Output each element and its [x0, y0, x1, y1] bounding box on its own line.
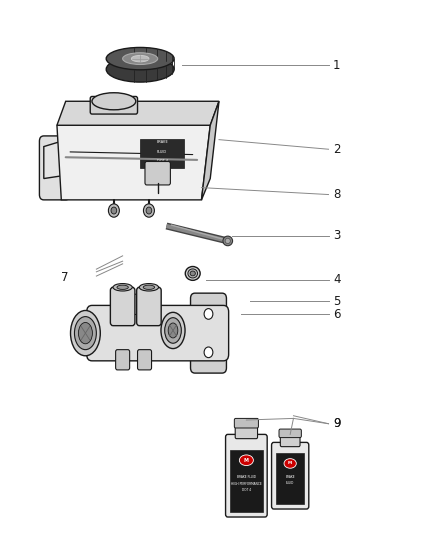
- FancyBboxPatch shape: [191, 293, 226, 373]
- Text: M: M: [288, 462, 292, 465]
- Text: 3: 3: [333, 229, 340, 242]
- Text: M: M: [244, 458, 249, 463]
- FancyBboxPatch shape: [279, 429, 301, 438]
- Ellipse shape: [168, 323, 178, 338]
- Ellipse shape: [204, 347, 213, 358]
- FancyBboxPatch shape: [112, 294, 160, 314]
- Ellipse shape: [188, 269, 198, 278]
- FancyBboxPatch shape: [137, 287, 161, 326]
- Ellipse shape: [139, 284, 159, 291]
- Text: 8: 8: [333, 188, 340, 201]
- Ellipse shape: [131, 55, 149, 62]
- FancyBboxPatch shape: [110, 287, 135, 326]
- FancyBboxPatch shape: [234, 418, 258, 428]
- Ellipse shape: [225, 238, 230, 244]
- Ellipse shape: [117, 285, 128, 289]
- Text: 1: 1: [333, 59, 340, 71]
- FancyBboxPatch shape: [138, 350, 152, 370]
- Ellipse shape: [92, 93, 136, 110]
- FancyBboxPatch shape: [235, 424, 258, 439]
- FancyBboxPatch shape: [145, 161, 170, 185]
- Ellipse shape: [109, 204, 119, 217]
- Polygon shape: [201, 101, 219, 200]
- FancyBboxPatch shape: [116, 350, 130, 370]
- Ellipse shape: [185, 266, 200, 280]
- Text: HIGH PERFORMANCE: HIGH PERFORMANCE: [231, 482, 262, 486]
- Polygon shape: [57, 125, 210, 200]
- Ellipse shape: [71, 310, 100, 356]
- FancyBboxPatch shape: [280, 434, 300, 447]
- Ellipse shape: [111, 207, 117, 214]
- FancyBboxPatch shape: [90, 96, 138, 114]
- Polygon shape: [57, 101, 219, 125]
- FancyBboxPatch shape: [87, 305, 229, 361]
- Text: 6: 6: [333, 308, 340, 321]
- Ellipse shape: [239, 455, 253, 466]
- Text: 5: 5: [333, 295, 340, 308]
- FancyBboxPatch shape: [226, 434, 267, 517]
- Text: BRAKE: BRAKE: [156, 140, 168, 144]
- FancyBboxPatch shape: [39, 136, 70, 200]
- Ellipse shape: [106, 56, 174, 82]
- Ellipse shape: [190, 271, 195, 276]
- FancyBboxPatch shape: [276, 454, 304, 504]
- Text: 4: 4: [333, 273, 340, 286]
- FancyBboxPatch shape: [272, 442, 309, 509]
- Ellipse shape: [146, 207, 152, 214]
- Ellipse shape: [165, 318, 181, 343]
- Text: 7: 7: [61, 271, 69, 284]
- Text: 9: 9: [333, 417, 340, 430]
- Text: FLUID: FLUID: [157, 150, 167, 154]
- Text: FLUID: FLUID: [286, 481, 294, 485]
- Ellipse shape: [143, 204, 154, 217]
- Ellipse shape: [113, 284, 132, 291]
- Ellipse shape: [106, 47, 174, 70]
- Ellipse shape: [223, 236, 233, 246]
- Ellipse shape: [161, 312, 185, 349]
- Text: 9: 9: [333, 417, 340, 430]
- Text: 2: 2: [333, 143, 340, 156]
- FancyBboxPatch shape: [230, 450, 263, 512]
- Text: BRAKE FLUID: BRAKE FLUID: [237, 475, 256, 479]
- Polygon shape: [44, 141, 61, 179]
- Ellipse shape: [143, 285, 155, 289]
- Ellipse shape: [78, 322, 92, 344]
- Text: DOT 4: DOT 4: [156, 159, 168, 164]
- Text: BRAKE: BRAKE: [286, 475, 295, 479]
- Ellipse shape: [284, 458, 296, 468]
- Text: DOT 4: DOT 4: [242, 488, 251, 492]
- Ellipse shape: [123, 53, 158, 64]
- Ellipse shape: [204, 309, 213, 319]
- Ellipse shape: [74, 317, 96, 350]
- FancyBboxPatch shape: [140, 139, 184, 168]
